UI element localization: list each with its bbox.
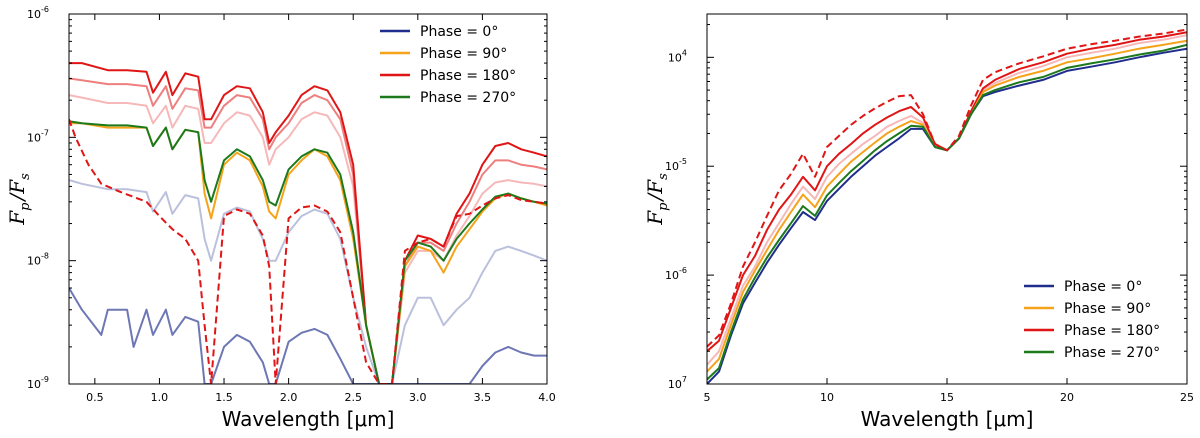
y-tick-base: 10 bbox=[665, 160, 679, 173]
y-tick-label: 107 bbox=[668, 375, 687, 391]
series-line-5 bbox=[707, 28, 1187, 348]
y-tick-label: 10-6 bbox=[27, 5, 49, 21]
y-tick-exponent: 7 bbox=[682, 375, 687, 384]
legend: Phase = 0° Phase = 90° Phase = 180° Phase =… bbox=[1024, 279, 1160, 361]
left-chart: 0.5 1.0 1.5 2.0 2.5 3.0 3.5 4.010-610-710-810-9… bbox=[5, 5, 556, 431]
legend-label: Phase = 270° bbox=[1064, 345, 1160, 361]
y-tick-label: 10-8 bbox=[27, 252, 49, 268]
y-label-slash: / bbox=[643, 192, 667, 203]
y-tick-exponent: -6 bbox=[679, 266, 687, 275]
y-label-slash: / bbox=[5, 192, 29, 203]
x-tick-label: 3.0 bbox=[409, 391, 427, 404]
x-tick-label: 2.0 bbox=[280, 391, 298, 404]
series-line-3 bbox=[707, 47, 1187, 384]
y-label-f2: F bbox=[5, 179, 29, 195]
y-tick-base: 10 bbox=[668, 51, 682, 64]
y-tick-base: 10 bbox=[665, 269, 679, 282]
y-label-sub-s: s bbox=[18, 173, 33, 180]
legend-label: Phase = 180° bbox=[1064, 323, 1160, 339]
series-line-7 bbox=[69, 118, 547, 384]
y-tick-label: 10-5 bbox=[665, 157, 687, 173]
legend-label: Phase = 270° bbox=[420, 90, 516, 106]
y-tick-label: 10-9 bbox=[27, 375, 49, 391]
y-tick-base: 10 bbox=[27, 131, 41, 144]
y-axis-label: Fp/Fs bbox=[5, 173, 33, 226]
legend: Phase = 0° Phase = 90° Phase = 180° Phase =… bbox=[380, 24, 516, 106]
series-group bbox=[69, 62, 547, 384]
y-tick-exponent: 4 bbox=[682, 48, 687, 57]
y-tick-exponent: -9 bbox=[41, 375, 49, 384]
x-tick-label: 2.5 bbox=[344, 391, 362, 404]
series-line-2 bbox=[707, 39, 1187, 373]
legend-label: Phase = 90° bbox=[1064, 301, 1151, 317]
series-line-6 bbox=[69, 287, 547, 384]
x-tick-label: 1.0 bbox=[151, 391, 169, 404]
y-tick-base: 10 bbox=[27, 255, 41, 268]
y-axis-label: Fp/Fs bbox=[643, 173, 671, 226]
series-line-3 bbox=[69, 122, 547, 384]
x-tick-label: 0.5 bbox=[86, 391, 104, 404]
y-tick-label: 10-6 bbox=[665, 266, 687, 282]
y-tick-exponent: -6 bbox=[41, 5, 49, 14]
series-line-4 bbox=[707, 43, 1187, 381]
y-label-f: F bbox=[643, 210, 667, 226]
series-line-4 bbox=[69, 120, 547, 384]
x-tick-label: 20 bbox=[1060, 391, 1074, 404]
x-tick-label: 10 bbox=[820, 391, 834, 404]
x-tick-label: 3.5 bbox=[474, 391, 492, 404]
x-tick-label: 25 bbox=[1180, 391, 1194, 404]
y-tick-exponent: -7 bbox=[41, 128, 49, 137]
y-tick-base: 10 bbox=[27, 378, 41, 391]
series-line-1 bbox=[69, 77, 547, 384]
x-tick-label: 15 bbox=[940, 391, 954, 404]
y-tick-exponent: -8 bbox=[41, 252, 49, 261]
y-label-f2: F bbox=[643, 179, 667, 195]
y-tick-label: 104 bbox=[668, 48, 687, 64]
y-label-sub-p: p bbox=[18, 202, 33, 211]
plot-frame bbox=[68, 13, 548, 385]
series-line-5 bbox=[69, 179, 547, 384]
y-label-sub-p: p bbox=[656, 202, 671, 211]
x-tick-label: 4.0 bbox=[538, 391, 556, 404]
y-tick-label: 10-7 bbox=[27, 128, 49, 144]
series-line-1 bbox=[707, 31, 1187, 352]
legend-label: Phase = 0° bbox=[1064, 279, 1142, 295]
series-line-0 bbox=[707, 34, 1187, 366]
x-axis-label: Wavelength [μm] bbox=[861, 407, 1034, 431]
series-line-0 bbox=[69, 62, 547, 384]
series-group bbox=[707, 28, 1187, 384]
x-tick-label: 5 bbox=[704, 391, 711, 404]
series-line-2 bbox=[69, 94, 547, 384]
legend-label: Phase = 90° bbox=[420, 46, 507, 62]
y-label-f: F bbox=[5, 210, 29, 226]
x-axis-label: Wavelength [μm] bbox=[222, 407, 395, 431]
y-tick-exponent: -5 bbox=[679, 157, 687, 166]
legend-label: Phase = 0° bbox=[420, 24, 498, 40]
y-tick-base: 10 bbox=[27, 8, 41, 21]
y-tick-base: 10 bbox=[668, 378, 682, 391]
x-tick-label: 1.5 bbox=[215, 391, 233, 404]
y-label-sub-s: s bbox=[656, 173, 671, 180]
legend-label: Phase = 180° bbox=[420, 68, 516, 84]
